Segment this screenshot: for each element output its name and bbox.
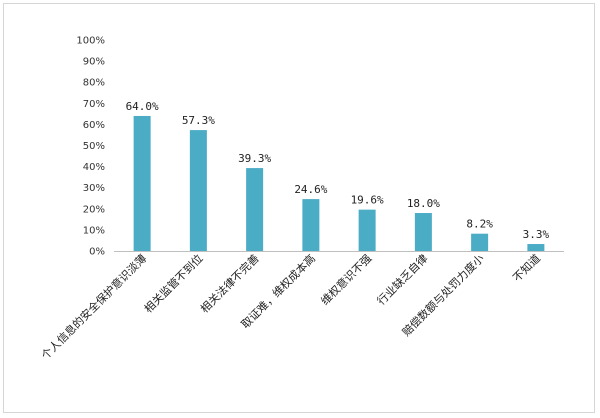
data-label: 64.0% — [126, 100, 159, 113]
data-label: 18.0% — [407, 197, 440, 210]
data-label: 24.6% — [294, 183, 327, 196]
category-label: 维权意识不强 — [318, 251, 375, 308]
y-axis-labels: 0% 10% 20% 30% 40% 50% 60% 70% 80% 90% 100% — [76, 36, 105, 258]
y-tick-label: 30% — [83, 183, 105, 194]
y-tick-label: 100% — [76, 36, 105, 47]
y-tick-label: 10% — [83, 225, 105, 236]
category-label: 个人信息的安全保护意识淡薄 — [38, 251, 149, 362]
category-label: 不知道 — [510, 251, 543, 284]
y-tick-label: 80% — [83, 78, 105, 89]
bar — [414, 213, 432, 251]
data-label: 39.3% — [238, 152, 271, 165]
y-tick-label: 0% — [89, 247, 105, 258]
y-tick-label: 40% — [83, 162, 105, 173]
data-label: 3.3% — [523, 228, 550, 241]
y-tick-label: 60% — [83, 120, 105, 131]
data-label: 19.6% — [351, 194, 384, 207]
bar — [133, 115, 151, 252]
category-label: 行业缺乏自律 — [374, 251, 431, 308]
data-label: 8.2% — [466, 218, 493, 231]
y-tick-label: 70% — [83, 99, 105, 110]
chart-frame: 0% 10% 20% 30% 40% 50% 60% 70% 80% 90% 100% 64.0% 5… — [3, 3, 595, 413]
bar — [246, 168, 264, 251]
bar-chart: 0% 10% 20% 30% 40% 50% 60% 70% 80% 90% 100% 64.0% 5… — [38, 36, 564, 362]
bars — [133, 115, 545, 252]
y-tick-label: 90% — [83, 57, 105, 68]
category-label: 相关监管不到位 — [141, 251, 205, 315]
y-tick-label: 50% — [83, 141, 105, 152]
bar — [471, 233, 489, 251]
bar — [189, 130, 207, 251]
bar — [302, 199, 320, 251]
bar — [358, 209, 376, 251]
bar — [527, 244, 545, 251]
data-labels: 64.0% 57.3% 39.3% 24.6% 19.6% 18.0% 8.2% 3.3% — [126, 100, 550, 241]
category-label: 相关法律不完善 — [197, 251, 261, 315]
y-tick-label: 20% — [83, 204, 105, 215]
data-label: 57.3% — [182, 114, 215, 127]
